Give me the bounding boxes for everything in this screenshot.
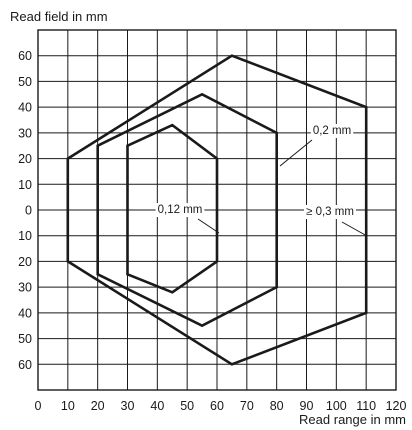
y-tick-label: 40 xyxy=(18,306,32,320)
y-tick-label: 30 xyxy=(18,281,32,295)
x-tick-label: 120 xyxy=(386,399,407,413)
y-tick-label: 20 xyxy=(18,255,32,269)
x-tick-label: 100 xyxy=(326,399,347,413)
annotation-label: 0,12 mm xyxy=(158,204,203,216)
annotation-label: 0,2 mm xyxy=(313,125,351,137)
annotation-leader xyxy=(197,218,220,234)
y-tick-label: 0 xyxy=(25,204,32,218)
y-tick-label: 60 xyxy=(18,358,32,372)
annotation-background xyxy=(155,203,205,217)
annotation-1: 0,2 mm xyxy=(279,124,354,167)
annotation-background xyxy=(310,124,354,138)
annotation-background xyxy=(304,205,356,219)
y-tick-label: 50 xyxy=(18,75,32,89)
y-tick-label: 60 xyxy=(18,49,32,63)
annotation-3: 0,12 mm xyxy=(155,203,220,234)
x-tick-label: 90 xyxy=(300,399,314,413)
x-tick-label: 60 xyxy=(210,399,224,413)
y-tick-label: 40 xyxy=(18,101,32,115)
y-tick-label: 10 xyxy=(18,178,32,192)
plot-frame xyxy=(37,29,397,391)
x-tick-label: 110 xyxy=(356,399,376,413)
x-axis-ticks: 0 10 20 30 40 50 60 70 80 90 100 110 120 xyxy=(35,399,407,413)
x-tick-label: 70 xyxy=(240,399,254,413)
contour-2 xyxy=(96,92,279,328)
x-tick-label: 0 xyxy=(35,399,42,413)
x-axis-title: Read range in mm xyxy=(299,412,406,427)
contour-1 xyxy=(66,54,368,366)
y-tick-label: 10 xyxy=(18,229,32,243)
annotations: 0,2 mm ≥ 0,3 mm 0,12 mm xyxy=(155,124,368,237)
y-tick-label: 50 xyxy=(18,332,32,346)
annotation-2: ≥ 0,3 mm xyxy=(304,205,368,237)
x-tick-label: 80 xyxy=(270,399,284,413)
annotation-label: ≥ 0,3 mm xyxy=(306,206,354,218)
annotation-leader xyxy=(341,221,368,237)
x-tick-label: 50 xyxy=(180,399,194,413)
x-tick-label: 20 xyxy=(91,399,105,413)
y-tick-label: 20 xyxy=(18,152,32,166)
y-axis-title: Read field in mm xyxy=(10,9,108,24)
y-axis-ticks: 60 50 40 30 20 10 0 10 20 30 40 50 60 xyxy=(18,49,32,372)
contours xyxy=(66,54,368,366)
annotation-leader xyxy=(279,139,313,167)
contour-3 xyxy=(126,123,219,294)
y-tick-label: 30 xyxy=(18,126,32,140)
x-tick-label: 10 xyxy=(61,399,75,413)
x-tick-label: 30 xyxy=(121,399,135,413)
x-tick-label: 40 xyxy=(150,399,164,413)
